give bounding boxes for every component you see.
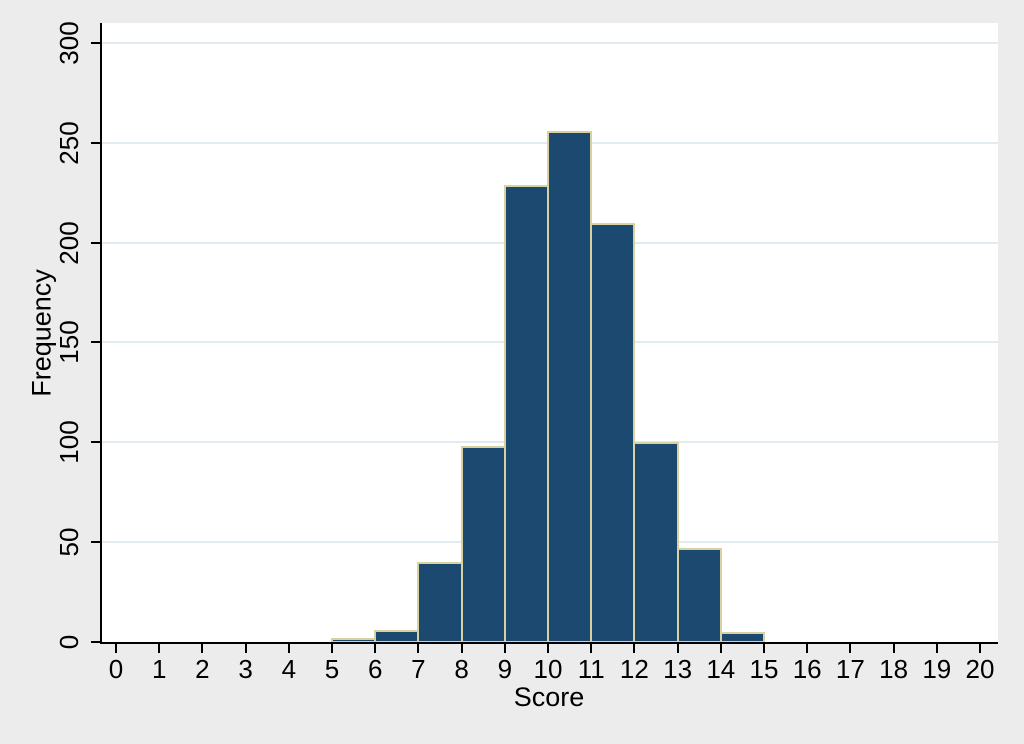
x-tick-label-15: 15 <box>749 654 779 684</box>
x-tick-label-18: 18 <box>879 654 909 684</box>
x-tick-mark-7 <box>417 644 420 653</box>
x-tick-label-6: 6 <box>367 654 383 684</box>
x-tick-mark-19 <box>935 644 938 653</box>
x-tick-mark-13 <box>676 644 679 653</box>
x-tick-mark-16 <box>806 644 809 653</box>
histogram-bar-12-13 <box>633 442 679 643</box>
x-tick-label-12: 12 <box>619 654 649 684</box>
x-tick-mark-1 <box>158 644 161 653</box>
x-tick-mark-11 <box>590 644 593 653</box>
x-tick-mark-8 <box>460 644 463 653</box>
x-tick-label-17: 17 <box>835 654 865 684</box>
x-tick-label-3: 3 <box>238 654 253 684</box>
x-tick-label-5: 5 <box>324 654 340 684</box>
gridline-y-300 <box>102 41 998 44</box>
x-tick-label-16: 16 <box>792 654 822 684</box>
histogram-bar-10-11 <box>547 131 593 643</box>
x-tick-label-9: 9 <box>497 654 513 684</box>
x-tick-label-1: 1 <box>151 654 167 684</box>
y-tick-mark-100 <box>91 441 100 444</box>
x-tick-mark-6 <box>374 644 377 653</box>
x-tick-label-4: 4 <box>281 654 297 684</box>
y-tick-mark-200 <box>91 241 100 244</box>
x-tick-mark-5 <box>331 644 333 653</box>
histogram-bar-8-9 <box>460 446 506 643</box>
x-tick-mark-18 <box>892 644 895 653</box>
x-tick-label-7: 7 <box>411 654 426 684</box>
x-tick-mark-12 <box>633 644 636 653</box>
x-tick-label-13: 13 <box>663 654 693 684</box>
x-tick-label-0: 0 <box>108 654 124 684</box>
y-tick-label-200: 200 <box>54 220 84 265</box>
x-tick-mark-20 <box>979 644 981 653</box>
x-axis-title: Score <box>513 682 585 712</box>
histogram-bar-13-14 <box>676 548 722 643</box>
x-tick-mark-0 <box>115 644 117 653</box>
histogram-bar-11-12 <box>590 223 636 643</box>
x-tick-label-8: 8 <box>454 654 469 684</box>
x-tick-label-10: 10 <box>533 654 563 684</box>
histogram-bar-7-8 <box>417 562 463 643</box>
y-tick-label-50: 50 <box>54 527 84 557</box>
y-tick-mark-250 <box>91 141 100 144</box>
x-tick-label-14: 14 <box>706 654 736 684</box>
x-tick-label-2: 2 <box>195 654 210 684</box>
x-tick-label-20: 20 <box>965 654 995 684</box>
x-tick-mark-17 <box>849 644 852 653</box>
x-tick-mark-9 <box>503 644 506 653</box>
y-tick-mark-50 <box>91 541 100 544</box>
y-tick-label-100: 100 <box>54 420 84 465</box>
x-tick-mark-3 <box>244 644 247 653</box>
x-tick-mark-2 <box>201 644 204 653</box>
y-tick-mark-0 <box>91 641 100 643</box>
x-tick-mark-10 <box>547 644 549 653</box>
x-tick-label-19: 19 <box>922 654 952 684</box>
x-tick-mark-14 <box>719 644 722 653</box>
y-axis-title: Frequency <box>26 269 57 397</box>
y-tick-label-300: 300 <box>54 21 84 65</box>
x-tick-mark-15 <box>763 644 765 653</box>
x-axis-line <box>100 642 998 644</box>
y-tick-label-250: 250 <box>54 121 84 165</box>
x-tick-label-11: 11 <box>577 654 605 684</box>
histogram-bar-9-10 <box>503 185 549 643</box>
y-tick-mark-300 <box>91 41 100 44</box>
y-axis-line <box>100 23 102 644</box>
x-tick-mark-4 <box>287 644 290 653</box>
y-tick-label-150: 150 <box>54 320 84 365</box>
y-tick-label-0: 0 <box>54 634 84 650</box>
y-tick-mark-150 <box>91 341 100 344</box>
